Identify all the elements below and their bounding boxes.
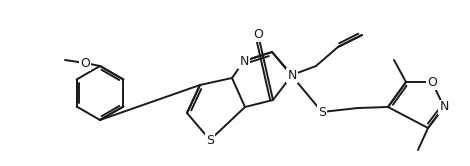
Text: S: S — [206, 133, 214, 147]
Text: N: N — [239, 54, 249, 68]
Text: S: S — [318, 106, 326, 119]
Text: O: O — [427, 76, 437, 88]
Text: N: N — [439, 100, 449, 114]
Text: O: O — [253, 28, 263, 41]
Text: O: O — [80, 56, 90, 70]
Text: N: N — [287, 69, 297, 82]
